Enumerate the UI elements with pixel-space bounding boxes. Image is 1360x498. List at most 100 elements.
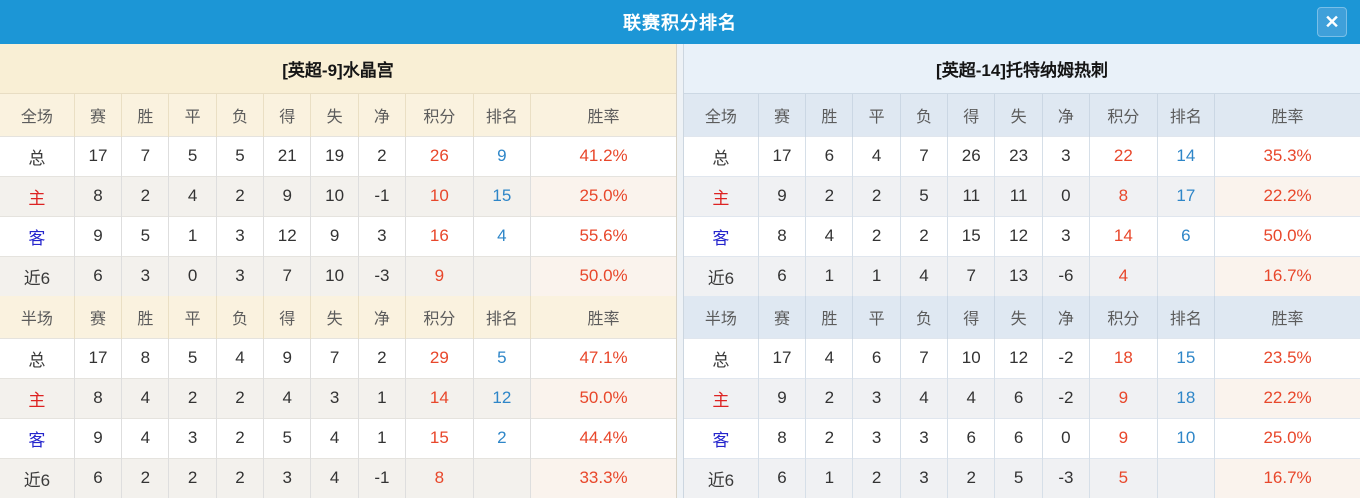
- stat-header: 赛: [74, 296, 123, 338]
- row-label: 总: [684, 337, 759, 378]
- stat-header: 赛: [758, 94, 807, 136]
- stat-value: 2: [852, 175, 901, 216]
- row-label: 客: [0, 417, 75, 458]
- stat-value: 6: [74, 255, 123, 296]
- stat-value: 1: [852, 255, 901, 296]
- rank-value: 15: [473, 175, 532, 216]
- stat-value: 2: [805, 175, 854, 216]
- rank-value: [1157, 255, 1216, 296]
- stat-value: 3: [121, 255, 170, 296]
- rate-value: 22.2%: [1214, 175, 1360, 216]
- window-title: 联赛积分排名: [623, 13, 737, 33]
- stat-value: 11: [994, 175, 1043, 216]
- rank-value: 6: [1157, 215, 1216, 256]
- stats-table-full: 全场赛胜平负得失净积分 排名 胜率总 17 6 4 7 26 23 3 22 14 35.3% 主 9 2 2 5…: [684, 94, 1360, 296]
- panels-container: [英超-9]水晶宫 全场赛胜平负得失净积分 排名 胜率总 17 7 5 5 21 19 2 26 9 41…: [0, 44, 1360, 498]
- stat-value: 11: [947, 175, 996, 216]
- row-label: 近6: [684, 255, 759, 296]
- row-label: 总: [0, 337, 75, 378]
- close-icon: ✕: [1324, 12, 1340, 32]
- points-value: 9: [1089, 417, 1158, 458]
- stat-header: 负: [900, 94, 949, 136]
- stat-value: 6: [994, 377, 1043, 418]
- stats-table-half: 半场赛胜平负得失净积分 排名 胜率总 17 4 6 7 10 12 -2 18 15 23.5% 主 9 2 3…: [684, 296, 1360, 498]
- row-label: 近6: [0, 255, 75, 296]
- stat-value: 4: [852, 135, 901, 176]
- stat-value: 7: [263, 255, 312, 296]
- stat-value: 2: [805, 417, 854, 458]
- rate-header: 胜率: [1214, 296, 1360, 338]
- stat-value: 1: [805, 457, 854, 498]
- row-label: 客: [0, 215, 75, 256]
- points-value: 8: [405, 457, 474, 498]
- rank-header: 排名: [473, 94, 532, 136]
- stat-value: 5: [168, 337, 217, 378]
- rank-header: 排名: [1157, 94, 1216, 136]
- stat-value: 4: [900, 377, 949, 418]
- points-header: 积分: [405, 296, 474, 338]
- rank-value: 15: [1157, 337, 1216, 378]
- points-header: 积分: [1089, 296, 1158, 338]
- stat-value: 4: [263, 377, 312, 418]
- stat-header: 净: [1042, 296, 1091, 338]
- stat-header: 得: [947, 296, 996, 338]
- column-header-row: 半场赛胜平负得失净积分 排名 胜率: [0, 296, 676, 338]
- stat-value: -1: [358, 175, 407, 216]
- row-label: 主: [0, 377, 75, 418]
- stat-value: 2: [358, 337, 407, 378]
- stat-value: 2: [216, 175, 265, 216]
- stat-header: 失: [310, 94, 359, 136]
- stat-value: 7: [900, 337, 949, 378]
- stat-value: 3: [852, 417, 901, 458]
- rank-value: 10: [1157, 417, 1216, 458]
- stat-value: 21: [263, 135, 312, 176]
- row-label: 近6: [684, 457, 759, 498]
- stat-value: 23: [994, 135, 1043, 176]
- row-label: 总: [684, 135, 759, 176]
- close-button[interactable]: ✕: [1317, 7, 1347, 37]
- rank-header: 排名: [1157, 296, 1216, 338]
- stat-header: 平: [852, 296, 901, 338]
- stat-value: -2: [1042, 337, 1091, 378]
- stat-value: 5: [263, 417, 312, 458]
- stat-header: 胜: [805, 94, 854, 136]
- rank-header: 排名: [473, 296, 532, 338]
- stat-value: -2: [1042, 377, 1091, 418]
- stat-value: 3: [1042, 215, 1091, 256]
- stat-value: 4: [310, 457, 359, 498]
- stat-value: 7: [947, 255, 996, 296]
- stat-header: 失: [994, 296, 1043, 338]
- points-value: 26: [405, 135, 474, 176]
- points-value: 15: [405, 417, 474, 458]
- rank-value: 12: [473, 377, 532, 418]
- stat-value: -3: [358, 255, 407, 296]
- table-row: 总 17 8 5 4 9 7 2 29 5 47.1%: [0, 337, 676, 378]
- stat-header: 赛: [74, 94, 123, 136]
- stat-value: -1: [358, 457, 407, 498]
- stat-value: 3: [900, 417, 949, 458]
- stat-value: 8: [74, 175, 123, 216]
- stat-value: 1: [805, 255, 854, 296]
- stat-value: 19: [310, 135, 359, 176]
- stat-header: 平: [168, 94, 217, 136]
- stat-value: 0: [1042, 175, 1091, 216]
- table-row: 客 8 2 3 3 6 6 0 9 10 25.0%: [684, 417, 1360, 458]
- stat-value: 4: [121, 377, 170, 418]
- stat-header: 负: [216, 94, 265, 136]
- stat-value: 2: [900, 215, 949, 256]
- stat-value: 3: [1042, 135, 1091, 176]
- stat-header: 失: [994, 94, 1043, 136]
- stat-value: 6: [994, 417, 1043, 458]
- rank-value: 4: [473, 215, 532, 256]
- rate-header: 胜率: [530, 296, 676, 338]
- stat-header: 胜: [805, 296, 854, 338]
- table-row: 客 8 4 2 2 15 12 3 14 6 50.0%: [684, 215, 1360, 256]
- stat-value: 7: [900, 135, 949, 176]
- stat-value: -6: [1042, 255, 1091, 296]
- points-value: 5: [1089, 457, 1158, 498]
- stat-value: 5: [168, 135, 217, 176]
- row-label: 主: [0, 175, 75, 216]
- stat-value: 1: [168, 215, 217, 256]
- stat-value: 2: [358, 135, 407, 176]
- table-row: 总 17 7 5 5 21 19 2 26 9 41.2%: [0, 135, 676, 176]
